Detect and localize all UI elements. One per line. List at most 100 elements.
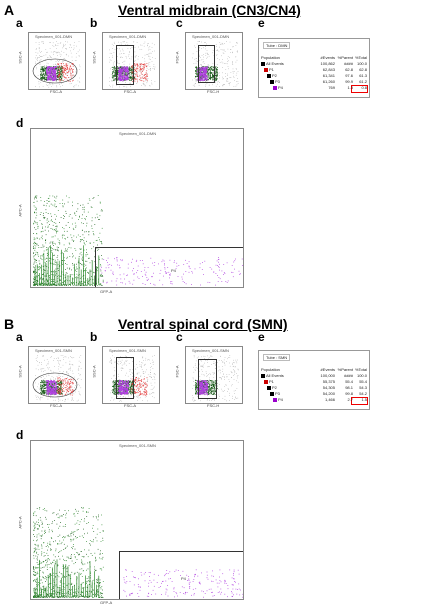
x-axis-label: GFP-A: [100, 289, 113, 294]
events-value: 62,843: [322, 67, 335, 72]
parent-value: 97.6: [345, 73, 353, 78]
highlight-box: [351, 85, 368, 93]
table-row: P3 61,260 99.9 61.2: [261, 79, 367, 84]
plot-title: Specimen_001-DMN: [35, 34, 73, 39]
scatter-plot-a-a: Specimen_001-DMN: [28, 32, 86, 90]
population-swatch: [264, 67, 268, 72]
x-axis-label: FSC-A: [124, 89, 136, 94]
total-value: 54.2: [359, 391, 367, 396]
plot-title: Specimen_001-SMN: [192, 348, 229, 353]
col-total: %Total: [354, 55, 367, 60]
scatter-plot-b-c: Specimen_001-SMN: [185, 346, 243, 404]
section-title-b: Ventral spinal cord (SMN): [118, 316, 288, 332]
col-population: Population: [261, 55, 280, 60]
population-name: P4: [278, 397, 283, 402]
subpanel-label-a-a: a: [16, 16, 23, 30]
total-value: 54.3: [359, 385, 367, 390]
section-title-a: Ventral midbrain (CN3/CN4): [118, 2, 301, 18]
table-row: All Events 100,862 #### 100.0: [261, 61, 367, 66]
parent-value: 99.9: [345, 79, 353, 84]
scatter-canvas: [32, 41, 81, 88]
events-value: 769: [328, 85, 335, 90]
events-value: 1,466: [324, 397, 335, 402]
subpanel-label-b-d: d: [16, 428, 24, 442]
scatter-plot-a-d: Specimen_001-DMN P4: [30, 128, 244, 288]
table-row: P1 62,843 62.8 62.8: [261, 67, 367, 72]
population-name: P2: [272, 385, 277, 390]
y-axis-label: FSC-A: [174, 365, 180, 378]
parent-value: 62.8: [345, 67, 353, 72]
y-axis-label: APC-A: [17, 516, 23, 529]
parent-value: 1.3: [347, 85, 353, 90]
total-value: 0.8: [361, 85, 367, 90]
events-value: 54,200: [322, 391, 335, 396]
subpanel-label-a-d: d: [16, 116, 24, 130]
total-value: 61.3: [359, 73, 367, 78]
col-population: Population: [261, 367, 280, 372]
y-axis-label: FSC-A: [174, 51, 180, 64]
events-value: 100,862: [320, 61, 335, 66]
x-axis-label: FSC-A: [50, 403, 62, 408]
table-row: All Events 100,000 #### 100.0: [261, 373, 367, 378]
plot-title: Specimen_001-DMN: [109, 34, 147, 39]
population-name: P1: [269, 379, 274, 384]
gate-label-p4: P4: [181, 576, 186, 581]
plot-title: Specimen_001-SMN: [109, 348, 146, 353]
scatter-plot-b-b: Specimen_001-SMN: [102, 346, 160, 404]
x-axis-label: GFP-A: [100, 600, 113, 605]
subpanel-label-b-e: e: [258, 330, 265, 344]
population-name: P1: [269, 67, 274, 72]
y-axis-label: SSC-A: [91, 365, 97, 378]
population-name: P4: [278, 85, 283, 90]
population-swatch: [270, 79, 274, 84]
tube-label: Tube : SMN: [263, 354, 291, 361]
x-axis-label: FSC-H: [207, 89, 220, 94]
plot-title: Specimen_001-DMN: [119, 131, 157, 136]
col-parent: %Parent: [337, 367, 353, 372]
population-name: P2: [272, 73, 277, 78]
gate-p4: [119, 551, 243, 599]
table-row: P2 61,341 97.6 61.3: [261, 73, 367, 78]
tube-label: Tube : DMN: [263, 42, 291, 49]
panel-label-a: A: [4, 2, 15, 18]
gate-p3: [198, 359, 217, 399]
scatter-plot-b-a: Specimen_001-SMN: [28, 346, 86, 404]
parent-value: 98.1: [345, 385, 353, 390]
population-swatch: [273, 397, 277, 402]
scatter-canvas: [33, 195, 243, 286]
events-value: 61,260: [322, 79, 335, 84]
parent-value: 55.4: [345, 379, 353, 384]
scatter-canvas: [32, 355, 82, 402]
scatter-canvas: [192, 355, 239, 402]
highlight-box: [351, 397, 368, 405]
events-value: 55,375: [322, 379, 335, 384]
gate-label-p4: P4: [171, 268, 176, 273]
total-value: 1.5: [361, 397, 367, 402]
scatter-canvas: [33, 507, 243, 598]
parent-value: ####: [344, 373, 353, 378]
y-axis-label: SSC-A: [17, 365, 23, 378]
gate-p3: [198, 45, 215, 83]
col-total: %Total: [354, 367, 367, 372]
table-row: P3 54,200 99.8 54.2: [261, 391, 367, 396]
col-events: #Events: [320, 367, 335, 372]
table-header: Population #Events %Parent %Total: [261, 55, 367, 60]
population-swatch: [264, 379, 268, 384]
subpanel-label-a-e: e: [258, 16, 265, 30]
x-axis-label: FSC-H: [207, 403, 220, 408]
x-axis-label: FSC-A: [50, 89, 62, 94]
events-value: 54,305: [322, 385, 335, 390]
gate-p4: [95, 247, 243, 287]
population-swatch: [267, 385, 271, 390]
subpanel-label-a-b: b: [90, 16, 98, 30]
scatter-plot-b-d: Specimen_001-SMN P4: [30, 440, 244, 600]
subpanel-label-a-c: c: [176, 16, 183, 30]
subpanel-label-b-a: a: [16, 330, 23, 344]
table-row: P4 769 1.3 0.8: [261, 85, 367, 90]
gate-p2: [116, 357, 134, 399]
plot-title: Specimen_001-SMN: [119, 443, 156, 448]
total-value: 100.0: [356, 373, 367, 378]
population-name: All Events: [266, 61, 284, 66]
x-axis-label: FSC-A: [124, 403, 136, 408]
statistics-table-a: Tube : DMN Population #Events %Parent %T…: [258, 38, 370, 98]
